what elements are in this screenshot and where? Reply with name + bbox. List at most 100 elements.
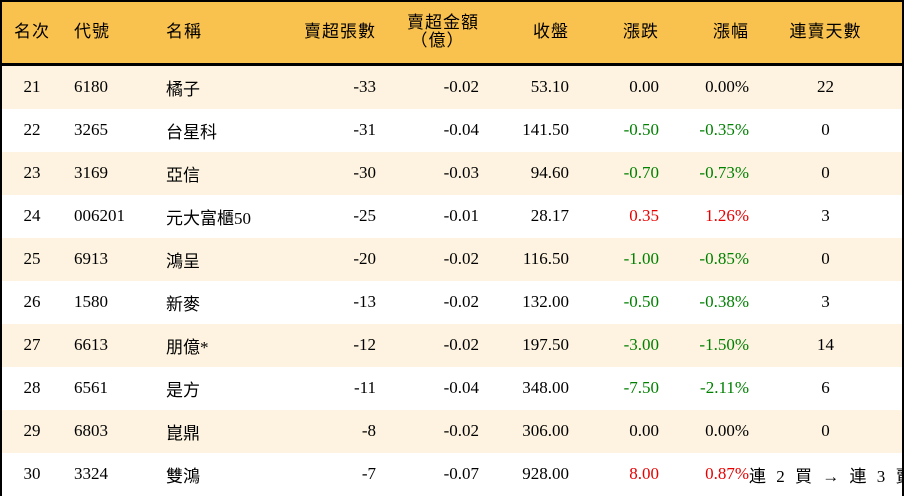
header-close: 收盤	[533, 22, 569, 42]
cell-sell-volume: -8	[361, 421, 376, 440]
cell-change-pct: 0.00%	[705, 77, 749, 96]
cell-rank: 21	[23, 77, 41, 96]
cell-change-pct: -0.85%	[699, 249, 749, 268]
cell-name: 朋億*	[166, 337, 209, 357]
header-row: 名次 代號 名稱 賣超張數 賣超金額 （億） 收盤 漲跌 漲幅 連賣天數	[2, 2, 902, 64]
cell-name: 台星科	[166, 122, 217, 142]
header-change-pct: 漲幅	[713, 22, 749, 42]
header-sell-amount: 賣超金額 （億）	[376, 2, 479, 64]
cell-change-pct: 0.87%	[705, 464, 749, 483]
cell-sell-amount: -0.02	[443, 335, 479, 354]
cell-code: 6913	[74, 249, 108, 268]
cell-sell-amount: -0.07	[443, 464, 479, 483]
cell-name: 亞信	[166, 165, 200, 185]
cell-change-pct: -0.73%	[699, 163, 749, 182]
cell-rank: 29	[23, 421, 41, 440]
cell-name: 元大富櫃50	[166, 208, 251, 228]
table-row: 28 6561 是方 -11 -0.04 348.00 -7.50 -2.11%…	[2, 366, 902, 410]
cell-sell-amount: -0.04	[443, 120, 479, 139]
cell-change-pct: -0.38%	[699, 292, 749, 311]
header-name: 名稱	[166, 22, 202, 42]
header-change: 漲跌	[623, 22, 659, 42]
header-sell-amount-unit: （億）	[410, 31, 465, 51]
cell-close: 306.00	[522, 421, 569, 440]
cell-name: 鴻呈	[166, 251, 200, 271]
cell-change-pct: -0.35%	[699, 120, 749, 139]
table-row: 26 1580 新麥 -13 -0.02 132.00 -0.50 -0.38%…	[2, 280, 902, 324]
cell-sell-amount: -0.02	[443, 249, 479, 268]
table-row: 24 006201 元大富櫃50 -25 -0.01 28.17 0.35 1.…	[2, 194, 902, 238]
cell-code: 006201	[74, 206, 125, 225]
table-row: 30 3324 雙鴻 -7 -0.07 928.00 8.00 0.87% 連 …	[2, 452, 904, 496]
cell-sell-amount: -0.02	[443, 77, 479, 96]
cell-code: 6180	[74, 77, 108, 96]
cell-consecutive-days: 連 2 買 → 連 3 賣	[749, 466, 904, 486]
cell-consecutive-days: 14	[817, 335, 834, 354]
cell-sell-amount: -0.01	[443, 206, 479, 225]
header-consecutive-days: 連賣天數	[789, 22, 862, 42]
cell-sell-volume: -7	[361, 464, 376, 483]
cell-rank: 24	[23, 206, 41, 225]
cell-consecutive-days: 3	[821, 292, 830, 311]
cell-change-pct: -1.50%	[699, 335, 749, 354]
header-code: 代號	[74, 22, 110, 42]
table-row: 22 3265 台星科 -31 -0.04 141.50 -0.50 -0.35…	[2, 108, 902, 152]
cell-code: 6561	[74, 378, 108, 397]
cell-code: 6613	[74, 335, 108, 354]
cell-sell-volume: -31	[353, 120, 376, 139]
cell-change: -0.50	[623, 120, 659, 139]
table-row: 21 6180 橘子 -33 -0.02 53.10 0.00 0.00% 22	[2, 64, 902, 109]
cell-change: -0.50	[623, 292, 659, 311]
cell-name: 橘子	[166, 79, 200, 99]
table-row: 23 3169 亞信 -30 -0.03 94.60 -0.70 -0.73% …	[2, 151, 902, 195]
cell-close: 197.50	[522, 335, 569, 354]
cell-change: 0.00	[629, 77, 659, 96]
cell-consecutive-days: 0	[821, 421, 830, 440]
cell-close: 348.00	[522, 378, 569, 397]
cell-sell-volume: -33	[353, 77, 376, 96]
cell-sell-amount: -0.02	[443, 421, 479, 440]
cell-consecutive-days: 0	[821, 120, 830, 139]
cell-change: -7.50	[623, 378, 659, 397]
header-sell-volume: 賣超張數	[304, 22, 376, 42]
cell-change-pct: 0.00%	[705, 421, 749, 440]
cell-rank: 28	[23, 378, 41, 397]
cell-sell-amount: -0.04	[443, 378, 479, 397]
cell-sell-amount: -0.03	[443, 163, 479, 182]
cell-change: -1.00	[623, 249, 659, 268]
cell-code: 6803	[74, 421, 108, 440]
cell-rank: 22	[23, 120, 41, 139]
header-sell-amount-line1: 賣超金額	[407, 13, 479, 33]
cell-code: 3324	[74, 464, 108, 483]
cell-sell-volume: -25	[353, 206, 376, 225]
cell-name: 新麥	[166, 294, 200, 314]
cell-name: 崑鼎	[166, 423, 200, 443]
cell-close: 141.50	[522, 120, 569, 139]
cell-name: 雙鴻	[166, 466, 200, 486]
cell-change: 0.00	[629, 421, 659, 440]
cell-change-pct: 1.26%	[705, 206, 749, 225]
cell-rank: 26	[23, 292, 41, 311]
cell-change: 0.35	[629, 206, 659, 225]
cell-sell-volume: -12	[353, 335, 376, 354]
cell-code: 3169	[74, 163, 108, 182]
cell-consecutive-days: 22	[817, 77, 834, 96]
cell-sell-volume: -20	[353, 249, 376, 268]
cell-close: 928.00	[522, 464, 569, 483]
cell-sell-amount: -0.02	[443, 292, 479, 311]
cell-sell-volume: -11	[353, 378, 376, 397]
cell-code: 1580	[74, 292, 108, 311]
cell-change: -3.00	[623, 335, 659, 354]
cell-rank: 25	[23, 249, 41, 268]
cell-sell-volume: -13	[353, 292, 376, 311]
cell-code: 3265	[74, 120, 108, 139]
cell-change-pct: -2.11%	[700, 378, 749, 397]
header-rank: 名次	[14, 22, 50, 42]
cell-rank: 27	[23, 335, 41, 354]
cell-change: -0.70	[623, 163, 659, 182]
table-row: 29 6803 崑鼎 -8 -0.02 306.00 0.00 0.00% 0	[2, 409, 902, 453]
cell-close: 53.10	[530, 77, 569, 96]
cell-close: 28.17	[530, 206, 569, 225]
